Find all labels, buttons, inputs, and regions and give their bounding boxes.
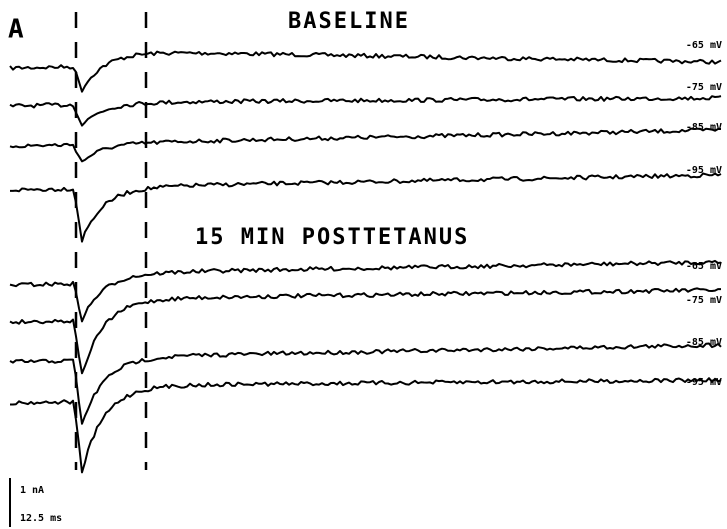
current-trace [9,95,722,127]
current-trace [9,287,721,375]
holding-potential: -75 mV [686,295,722,306]
holding-potential: -85 mV [686,337,722,348]
holding-potential: -75 mV [686,82,722,93]
holding-potential: -85 mV [686,122,722,133]
panel-label: A [8,15,24,45]
scale-time: 12.5 ms [20,513,62,524]
current-trace [9,50,722,93]
current-trace [10,172,722,243]
scale-current: 1 nA [20,485,44,496]
section-title: BASELINE [288,9,410,34]
holding-potential: -65 mV [686,261,722,272]
current-trace [9,259,722,323]
holding-potential: -95 mV [686,377,722,388]
holding-potential: -95 mV [686,165,722,176]
section-title: 15 MIN POSTTETANUS [195,225,469,250]
holding-potential: -65 mV [686,40,722,51]
current-trace [9,127,721,163]
current-trace [9,342,722,425]
traces: -65 mV -75 mV -85 mV -95 mV -65 mV -75 mV -85 … [9,40,722,474]
current-trace [10,377,722,474]
